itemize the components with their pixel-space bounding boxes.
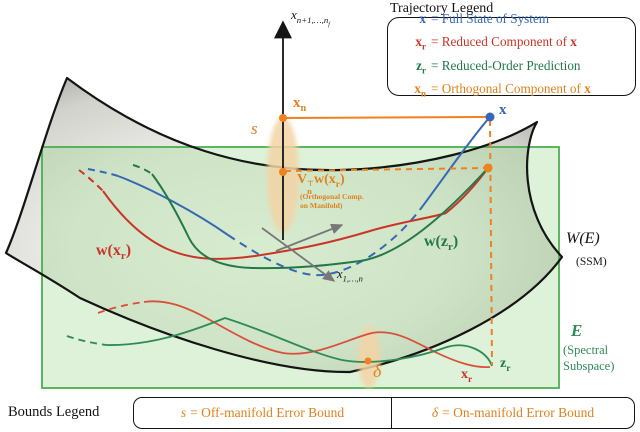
s-bound-label: s [251,119,258,138]
prediction-trajectory-subspace [105,317,493,367]
subspace-name-label: E [571,321,583,340]
on-manifold-error-ellipse [358,326,380,388]
trajectory-legend-box: x = Full State of System xr = Reduced Co… [387,11,636,98]
orthogonal-projection-note-2: on Manifold) [300,201,343,210]
w-xr-manifold-point [483,163,493,173]
projection-dashed-line [284,167,487,172]
bounds-legend-title: Bounds Legend [8,404,100,420]
trajectory-legend-title: Trajectory Legend [390,1,494,16]
reduced-trajectory-manifold [102,167,489,260]
xn-connector-line [282,116,488,119]
x-label: x [499,102,507,118]
plane-axis-label: x1,…,n [337,267,363,284]
plane-axis-arrow-se [261,227,336,282]
prediction-trajectory-subspace-dashed [66,335,107,346]
xn-label: xn [293,95,307,114]
legend-row-full-state: x = Full State of System [419,11,550,27]
xr-label: xr [461,367,473,385]
xn-point [279,114,287,122]
full-state-trajectory [117,175,229,236]
w-zr-label: w(zr) [424,233,459,254]
vertical-dashed-line [489,119,493,366]
vertical-axis-label: xn+1,…,nf [291,7,330,28]
zr-label: zr [500,356,511,374]
full-state-trajectory-rise [421,117,490,208]
manifold-name-label: W(E) [566,230,600,247]
subspace-note-label-1: (Spectral [563,343,609,357]
full-state-trajectory-start-dashed [87,168,119,177]
reduced-trajectory-subspace-dashed [97,301,145,314]
orthogonal-projection-label: V ⊤ n w(xr) [297,172,345,196]
bounds-legend-box: s = Off-manifold Error Bound δ = On-mani… [133,397,635,429]
full-state-trajectory-hidden-dashed [227,206,423,277]
subspace-note-label-2: Subspace) [563,359,615,373]
w-xr-label: w(xr) [96,242,132,263]
delta-point [364,357,372,365]
manifold-note-label: (SSM) [576,256,607,268]
ssm-outline [4,76,564,374]
delta-bound-label: δ [373,361,382,381]
legend-row-orthogonal-component: xn = Orthogonal Component of x [414,80,591,99]
legend-row-reduced-component: xr = Reduced Component of x [415,34,577,53]
x-point [485,112,495,122]
bounds-item-off-manifold: s = Off-manifold Error Bound [180,405,345,420]
legend-row-prediction: zr = Reduced-Order Prediction [416,57,581,76]
projection-axis-point [279,168,287,176]
prediction-trajectory-manifold [151,167,489,270]
bounds-item-on-manifold: δ = On-manifold Error Bound [391,398,634,428]
prediction-trajectory-manifold-dashed [132,164,153,175]
reduced-trajectory-subspace [143,300,491,368]
reduced-trajectory-manifold-dashed [78,169,104,192]
plane-axis-arrow-ne [275,223,344,252]
orthogonal-projection-note-1: (Orthogonal Comp. [300,192,364,201]
